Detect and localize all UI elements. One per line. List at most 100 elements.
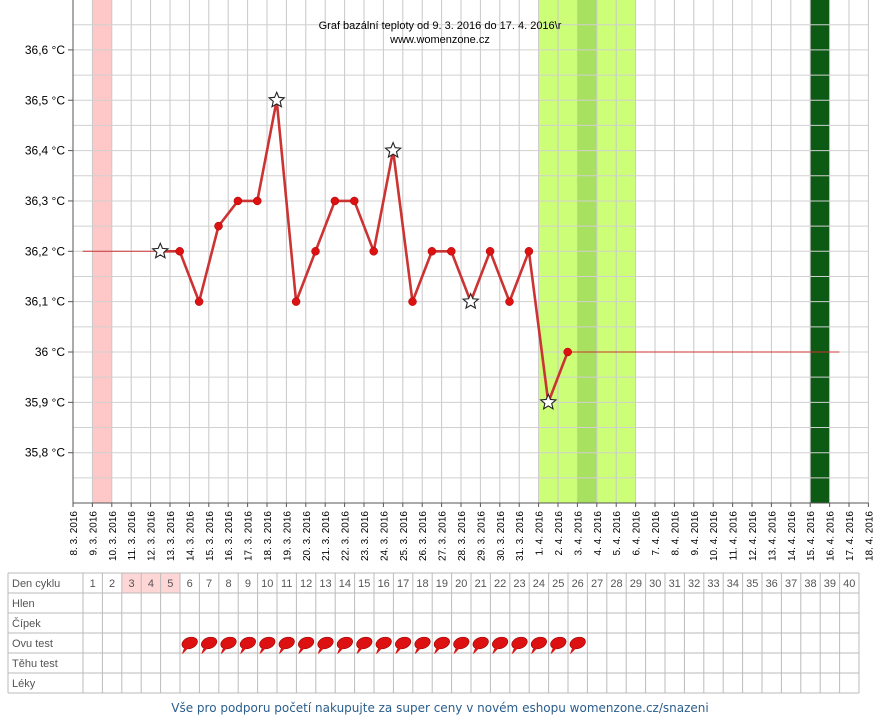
red-drop-tail <box>550 646 557 655</box>
temperature-point <box>311 247 320 256</box>
red-drop-body <box>472 636 489 650</box>
cycle-day-number: 34 <box>727 578 739 590</box>
table-row-label: Den cyklu <box>12 578 60 590</box>
cycle-day-number: 25 <box>552 578 564 590</box>
cycle-day-number: 26 <box>572 578 584 590</box>
temperature-point <box>330 196 340 206</box>
y-tick-label: 36,6 °C <box>25 43 65 57</box>
red-drop-icon <box>530 636 547 655</box>
temperature-point <box>291 297 301 306</box>
x-tick-label: 8. 4. 2016 <box>670 511 681 556</box>
table-row-label: Léky <box>12 678 36 690</box>
eshop-footer-link[interactable]: Vše pro podporu početí nakupujte za supe… <box>171 701 709 715</box>
x-tick-label: 22. 3. 2016 <box>341 511 352 561</box>
x-tick-label: 24. 3. 2016 <box>379 511 390 561</box>
red-drop-tail <box>182 646 189 655</box>
chart-title: Graf bazální teploty od 9. 3. 2016 do 17… <box>319 20 562 32</box>
x-tick-label: 27. 3. 2016 <box>438 511 449 561</box>
cycle-day-number: 2 <box>109 578 115 590</box>
cycle-day-number: 19 <box>436 578 448 590</box>
red-drop-body <box>550 636 567 650</box>
x-tick-label: 9. 3. 2016 <box>88 511 99 556</box>
red-drop-tail <box>414 646 422 655</box>
cycle-day-number: 35 <box>746 578 758 590</box>
red-drop-tail <box>434 646 441 655</box>
red-drop-tail <box>240 646 247 655</box>
temperature-point <box>194 297 204 306</box>
red-drop-icon <box>181 636 198 655</box>
red-drop-icon <box>298 636 315 655</box>
x-tick-label: 14. 4. 2016 <box>787 511 798 561</box>
x-tick-label: 30. 3. 2016 <box>496 511 507 561</box>
red-drop-body <box>414 636 431 650</box>
temperature-point <box>408 297 417 306</box>
cycle-day-number: 14 <box>339 578 351 590</box>
cycle-day-number: 16 <box>378 578 390 590</box>
red-drop-body <box>278 636 295 650</box>
table-row-label: Ovu test <box>12 638 53 650</box>
x-tick-label: 11. 3. 2016 <box>127 511 138 561</box>
red-drop-tail <box>376 646 383 655</box>
red-drop-body <box>181 636 198 650</box>
star-marker <box>539 392 558 410</box>
cycle-day-number: 30 <box>649 578 661 590</box>
red-drop-icon <box>550 636 567 655</box>
x-tick-label: 26. 3. 2016 <box>418 511 429 561</box>
red-drop-body <box>336 636 353 650</box>
red-drop-icon <box>433 636 450 655</box>
y-tick-label: 36,1 °C <box>25 295 65 309</box>
x-tick-label: 11. 4. 2016 <box>729 511 740 561</box>
cycle-day-number: 17 <box>397 578 409 590</box>
star-marker <box>151 241 170 259</box>
cycle-day-number: 15 <box>358 578 370 590</box>
red-drop-body <box>298 636 315 650</box>
x-tick-label: 4. 4. 2016 <box>593 511 604 556</box>
red-drop-icon <box>569 636 586 655</box>
cycle-day-number: 20 <box>455 578 467 590</box>
cycle-day-number: 21 <box>475 578 487 590</box>
cycle-day-number: 6 <box>187 578 193 590</box>
axes-layer: 36,6 °C 36,5 °C 36,4 °C 36,3 °C 36,2 °C 36,1 … <box>25 0 875 561</box>
table-row-label: Hlen <box>12 598 35 610</box>
red-drop-tail <box>337 646 344 655</box>
x-tick-label: 31. 3. 2016 <box>515 511 526 561</box>
red-drop-tail <box>259 646 266 655</box>
y-tick-label: 35,9 °C <box>25 395 65 409</box>
star-marker <box>267 90 286 108</box>
temperature-point <box>175 247 184 256</box>
x-tick-label: 3. 4. 2016 <box>573 511 584 556</box>
cycle-day-number: 4 <box>148 578 154 590</box>
cycle-day-number: 3 <box>128 578 134 590</box>
red-drop-tail <box>531 646 538 655</box>
red-drop-tail <box>201 646 208 655</box>
cycle-day-number: 8 <box>225 578 231 590</box>
cycle-day-number: 10 <box>261 578 273 590</box>
x-tick-label: 17. 4. 2016 <box>845 511 856 561</box>
x-tick-label: 6. 4. 2016 <box>632 511 643 556</box>
red-drop-tail <box>356 646 363 655</box>
cycle-day-number: 39 <box>824 578 836 590</box>
x-tick-label: 10. 3. 2016 <box>108 511 119 561</box>
temperature-point <box>427 247 437 256</box>
cycle-day-number: 24 <box>533 578 545 590</box>
red-drop-tail <box>220 646 228 655</box>
y-tick-label: 36,5 °C <box>25 93 65 107</box>
red-drop-icon <box>395 636 412 655</box>
x-tick-label: 20. 3. 2016 <box>302 511 313 561</box>
temperature-point <box>253 196 262 206</box>
bbt-chart: 36,6 °C 36,5 °C 36,4 °C 36,3 °C 36,2 °C 36,1 … <box>7 0 875 694</box>
temperature-point <box>505 297 514 306</box>
red-drop-body <box>220 636 237 650</box>
red-drop-icon <box>472 636 489 655</box>
x-tick-label: 1. 4. 2016 <box>535 511 546 556</box>
red-drop-icon <box>259 636 276 655</box>
menstruation-cell <box>141 573 161 593</box>
y-tick-label: 36 °C <box>35 345 65 359</box>
x-tick-label: 7. 4. 2016 <box>651 511 662 556</box>
cycle-day-number: 23 <box>513 578 525 590</box>
red-drop-body <box>259 636 276 650</box>
cycle-day-number: 9 <box>245 578 251 590</box>
x-tick-label: 18. 4. 2016 <box>864 511 875 561</box>
x-tick-label: 13. 3. 2016 <box>166 511 177 561</box>
x-tick-label: 16. 3. 2016 <box>224 511 235 561</box>
